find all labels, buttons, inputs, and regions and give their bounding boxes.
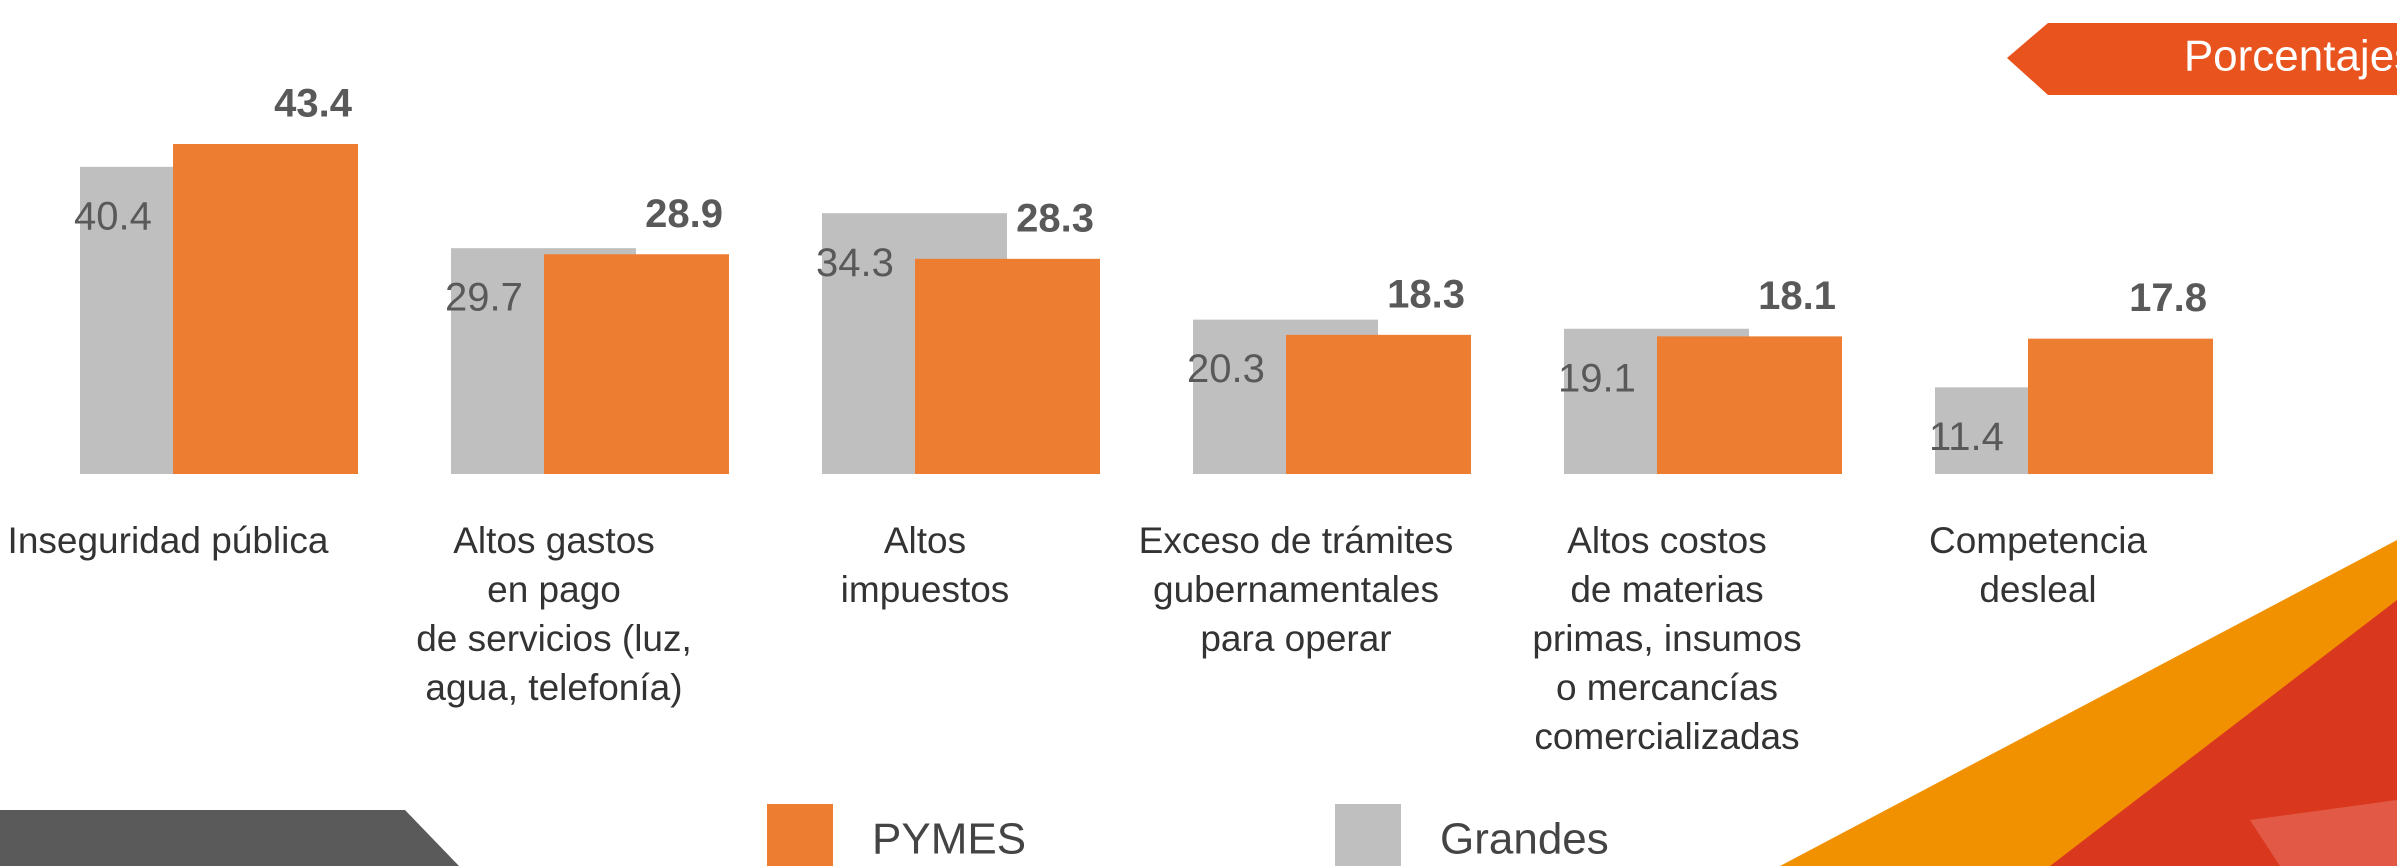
bar-pymes	[173, 144, 358, 474]
value-label-pymes: 17.8	[2129, 276, 2207, 320]
legend-swatch	[1335, 804, 1401, 866]
bar-pymes	[544, 254, 729, 474]
bar-pymes	[2028, 339, 2213, 474]
chart: Porcentajes 40.4 43.4 Inseguridad pública 2…	[0, 0, 2397, 866]
value-label-grandes: 11.4	[1929, 415, 2004, 459]
value-label-pymes: 28.9	[645, 192, 723, 236]
value-label-pymes: 18.1	[1758, 274, 1836, 318]
value-label-grandes: 19.1	[1558, 356, 1636, 400]
category-label: Inseguridad pública	[8, 520, 329, 561]
legend-label: PYMES	[872, 815, 1026, 864]
badge-text: Porcentajes	[2184, 32, 2397, 81]
decor-dark	[0, 810, 459, 866]
legend-label: Grandes	[1440, 815, 1609, 864]
value-label-grandes: 40.4	[74, 194, 152, 238]
bar-pymes	[915, 259, 1100, 474]
value-label-pymes: 28.3	[1016, 196, 1094, 240]
value-label-pymes: 43.4	[274, 82, 353, 126]
bar-pymes	[1657, 336, 1842, 474]
value-label-grandes: 29.7	[445, 276, 523, 320]
legend-swatch	[767, 804, 833, 866]
bar-pymes	[1286, 335, 1471, 474]
value-label-pymes: 18.3	[1387, 272, 1465, 316]
value-label-grandes: 34.3	[816, 241, 894, 285]
value-label-grandes: 20.3	[1187, 347, 1265, 391]
